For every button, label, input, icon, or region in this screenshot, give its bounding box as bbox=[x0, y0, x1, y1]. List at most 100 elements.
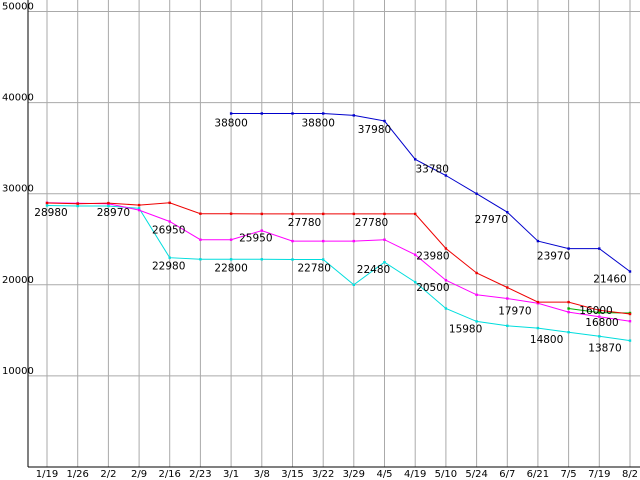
data-label: 22800 bbox=[214, 262, 247, 274]
x-axis-tick-label: 2/16 bbox=[158, 469, 180, 480]
data-point-magenta bbox=[598, 315, 601, 318]
data-point-red bbox=[137, 203, 141, 207]
data-point-red bbox=[444, 247, 448, 250]
data-point-blue bbox=[598, 247, 601, 250]
data-point-cyan bbox=[137, 207, 141, 210]
data-point-cyan bbox=[598, 335, 601, 338]
x-axis-tick-label: 2/9 bbox=[131, 469, 147, 480]
data-point-green bbox=[567, 307, 570, 310]
data-point-blue bbox=[628, 270, 632, 273]
x-axis-tick-label: 1/19 bbox=[36, 469, 58, 480]
data-point-magenta bbox=[506, 297, 509, 300]
data-point-cyan bbox=[107, 204, 110, 208]
data-point-magenta bbox=[567, 310, 570, 314]
data-point-magenta bbox=[444, 279, 448, 282]
data-point-cyan bbox=[475, 320, 478, 323]
data-label: 28980 bbox=[34, 207, 67, 219]
data-point-cyan bbox=[229, 258, 233, 261]
data-point-red bbox=[352, 212, 355, 216]
data-point-red bbox=[628, 312, 632, 316]
data-point-cyan bbox=[352, 283, 355, 286]
data-point-red bbox=[383, 212, 386, 216]
x-axis-tick-label: 2/2 bbox=[100, 469, 116, 480]
data-point-red bbox=[506, 286, 509, 289]
x-axis-tick-label: 3/22 bbox=[312, 469, 334, 480]
data-point-blue bbox=[260, 112, 263, 115]
data-point-magenta bbox=[291, 239, 294, 243]
data-label: 26950 bbox=[152, 225, 185, 237]
data-point-cyan bbox=[291, 258, 294, 261]
x-axis-tick-label: 6/7 bbox=[499, 469, 515, 480]
data-label: 25950 bbox=[239, 233, 272, 245]
data-label: 38800 bbox=[214, 118, 247, 130]
data-point-red bbox=[414, 212, 417, 216]
data-label: 13870 bbox=[588, 343, 621, 355]
y-axis-tick-label: 50000 bbox=[2, 2, 34, 13]
y-axis-tick-label: 10000 bbox=[2, 366, 34, 377]
data-point-blue bbox=[444, 174, 448, 177]
data-point-magenta bbox=[628, 320, 632, 323]
x-axis-tick-label: 1/26 bbox=[66, 469, 88, 480]
data-point-red bbox=[598, 309, 601, 312]
data-point-cyan bbox=[45, 204, 49, 207]
data-point-cyan bbox=[414, 280, 417, 284]
data-point-red bbox=[322, 212, 325, 216]
data-point-red bbox=[536, 300, 540, 304]
data-point-red bbox=[76, 202, 79, 205]
data-point-red bbox=[475, 271, 478, 275]
data-point-red bbox=[199, 212, 202, 215]
data-point-blue bbox=[291, 112, 294, 115]
data-point-cyan bbox=[567, 331, 570, 334]
x-axis-tick-label: 5/24 bbox=[465, 469, 487, 480]
series-line-magenta bbox=[46, 202, 631, 322]
data-point-magenta bbox=[322, 239, 325, 243]
data-label: 23970 bbox=[537, 251, 570, 263]
x-axis-tick-label: 4/19 bbox=[404, 469, 426, 480]
data-point-cyan bbox=[260, 258, 263, 261]
data-point-blue bbox=[506, 211, 509, 214]
series-line-cyan bbox=[46, 205, 631, 342]
data-label: 37980 bbox=[358, 124, 391, 136]
data-label: 23980 bbox=[416, 251, 449, 263]
x-axis-tick-label: 7/5 bbox=[561, 469, 577, 480]
data-point-cyan bbox=[628, 339, 632, 342]
data-label: 22980 bbox=[152, 261, 185, 273]
data-point-magenta bbox=[352, 239, 355, 243]
data-point-blue bbox=[567, 247, 570, 250]
x-axis-tick-label: 3/1 bbox=[223, 469, 239, 480]
data-point-magenta bbox=[229, 238, 233, 241]
data-point-red bbox=[168, 201, 171, 204]
x-axis-tick-label: 8/2 bbox=[622, 469, 638, 480]
data-label: 27970 bbox=[475, 214, 508, 226]
y-axis-tick-label: 40000 bbox=[2, 93, 34, 104]
data-point-blue bbox=[322, 112, 325, 115]
y-axis-tick-label: 30000 bbox=[2, 184, 34, 195]
series-line-blue bbox=[231, 113, 631, 272]
y-axis-tick-label: 20000 bbox=[2, 275, 34, 286]
data-point-cyan bbox=[506, 324, 509, 327]
data-label: 33780 bbox=[415, 163, 448, 175]
data-label: 27780 bbox=[288, 217, 321, 229]
data-point-red bbox=[260, 212, 263, 216]
data-point-red bbox=[291, 212, 294, 216]
data-point-magenta bbox=[414, 253, 417, 256]
series-line-red bbox=[46, 202, 631, 315]
x-axis-tick-label: 7/19 bbox=[588, 469, 610, 480]
data-label: 38800 bbox=[301, 118, 334, 130]
data-point-red bbox=[229, 212, 233, 215]
data-point-cyan bbox=[76, 204, 79, 208]
x-axis-tick-label: 2/23 bbox=[189, 469, 211, 480]
data-label: 20500 bbox=[416, 282, 449, 294]
data-point-magenta bbox=[383, 238, 386, 241]
data-label: 14800 bbox=[530, 334, 563, 346]
data-point-cyan bbox=[322, 258, 325, 261]
data-point-cyan bbox=[168, 256, 171, 259]
data-point-magenta bbox=[199, 238, 202, 241]
data-point-blue bbox=[229, 112, 233, 115]
data-point-blue bbox=[475, 192, 478, 195]
data-point-green bbox=[598, 311, 601, 314]
data-label: 22480 bbox=[357, 264, 390, 276]
data-point-magenta bbox=[475, 293, 478, 296]
